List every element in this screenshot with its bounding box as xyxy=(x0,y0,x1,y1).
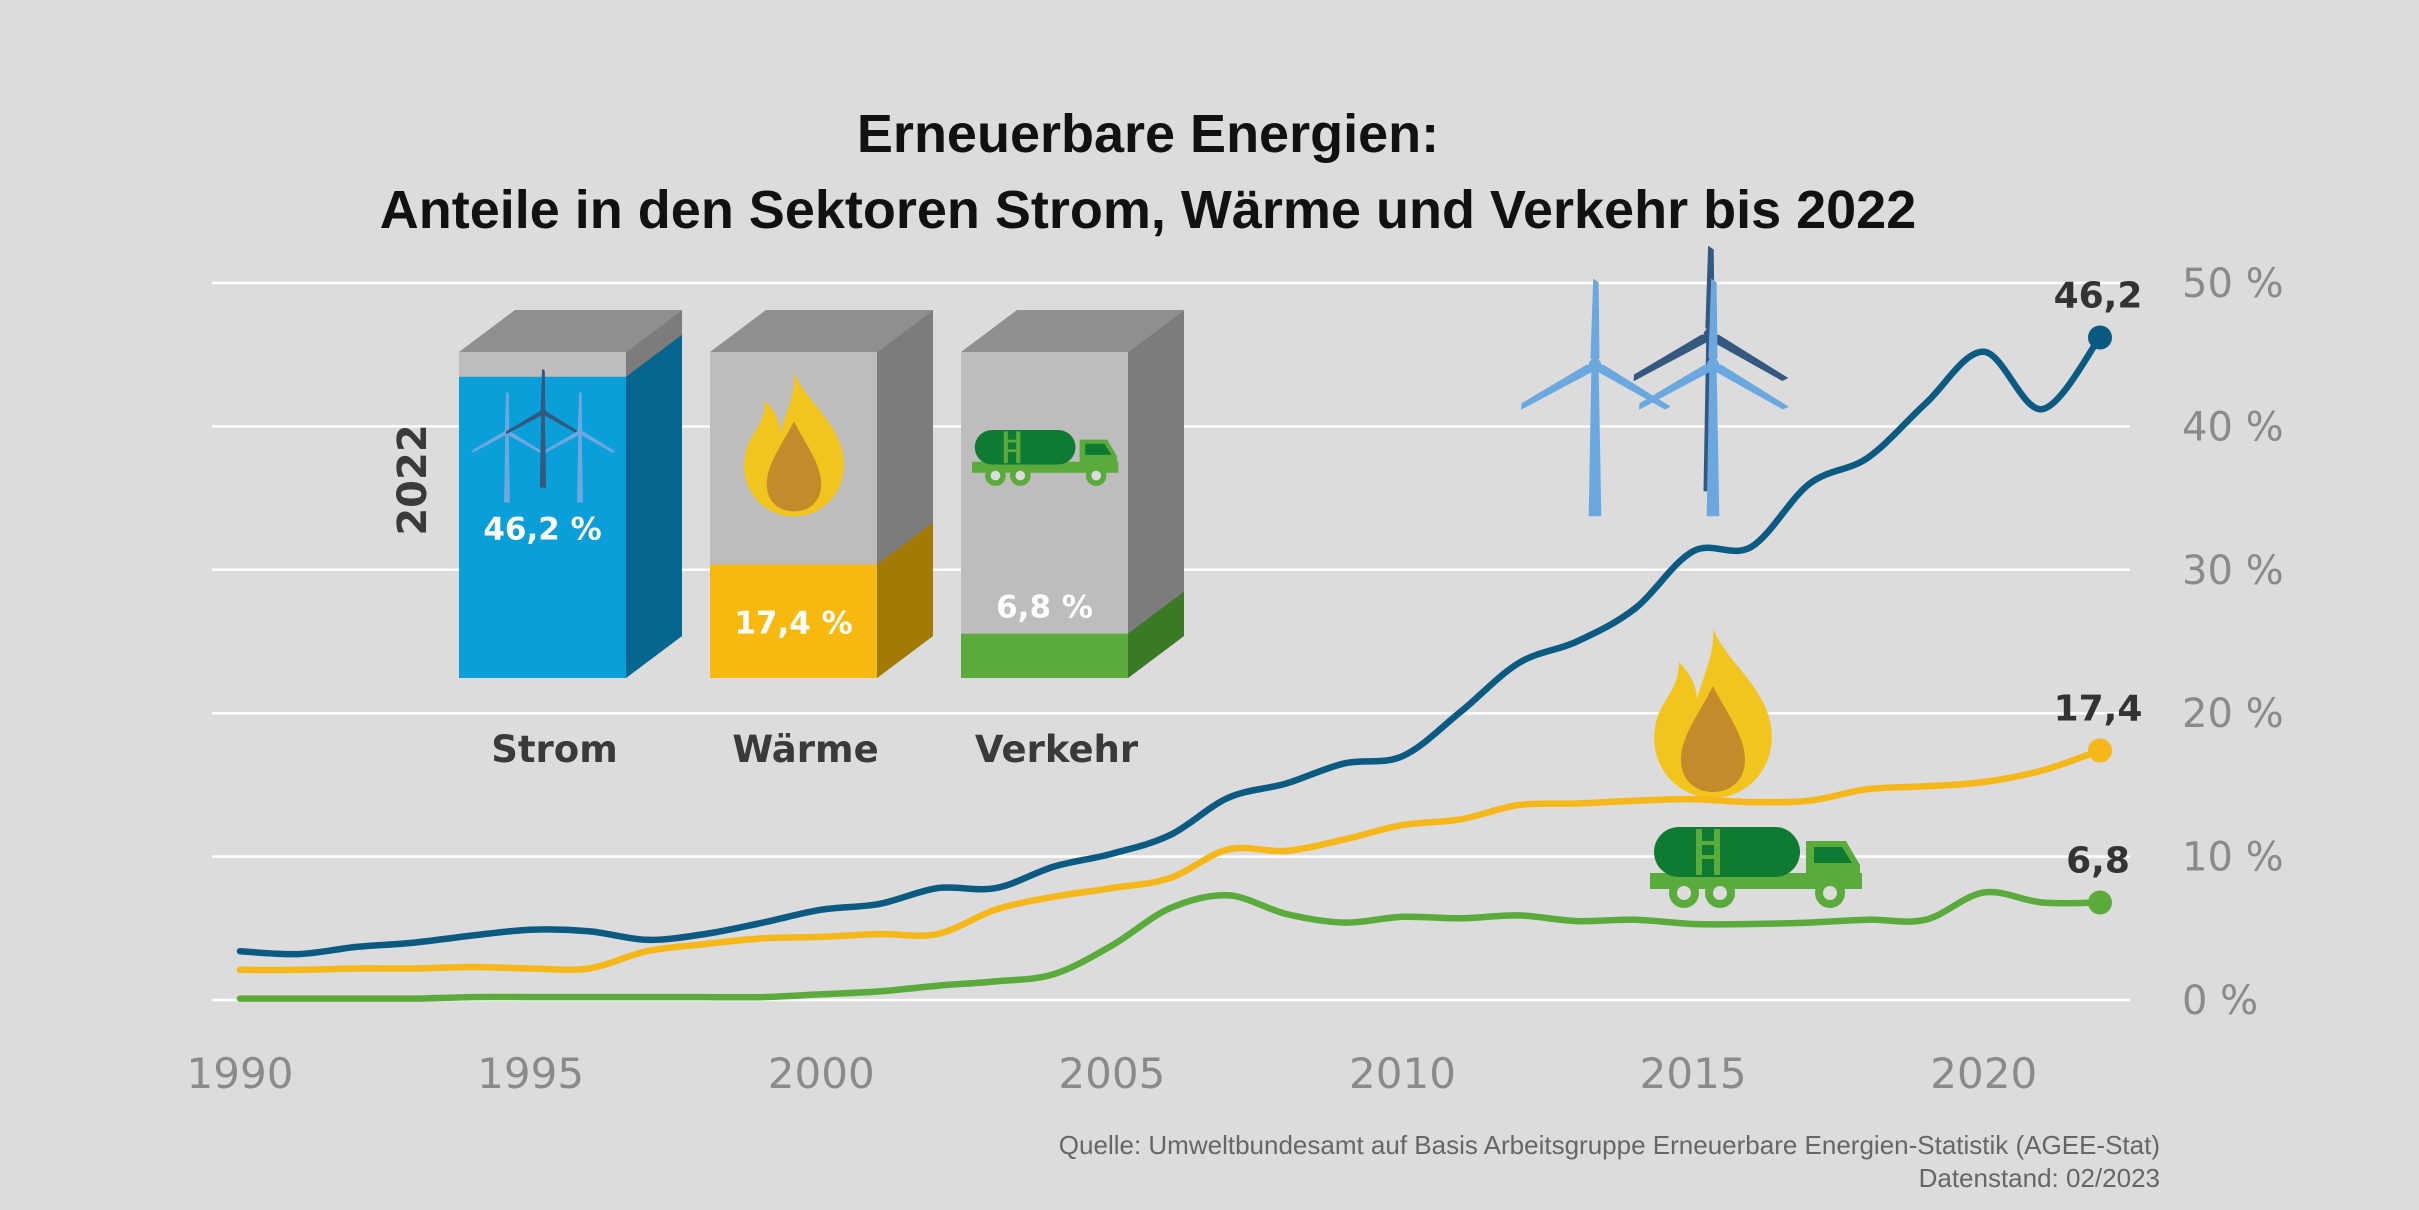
box-fill xyxy=(961,633,1128,678)
series-line-strom xyxy=(236,334,2104,958)
end-value-label: 46,2 xyxy=(2054,275,2143,316)
x-tick-label: 2020 xyxy=(1930,1049,2037,1098)
x-axis-ticks: 1990 1995 2000 2005 2010 2015 2020 xyxy=(187,1049,2038,1098)
end-point-strom xyxy=(2088,325,2112,350)
box-top xyxy=(961,310,1184,352)
end-value-label: 6,8 xyxy=(2066,840,2130,881)
series-end-points: 6,8 17,4 46,2 xyxy=(2054,275,2143,915)
y-tick-label: 50 % xyxy=(2182,261,2284,307)
y-axis-ticks: 0 % 10 % 20 % 30 % 40 % 50 % xyxy=(2182,261,2284,1024)
box-top xyxy=(459,310,682,352)
inset-2022-bars: 2022 46,2 % Strom 17,4 % Wärme 6,8 % Verkehr xyxy=(390,310,1184,771)
x-tick-label: 1995 xyxy=(477,1049,584,1098)
x-tick-label: 2000 xyxy=(768,1049,875,1098)
title-line-2: Anteile in den Sektoren Strom, Wärme und… xyxy=(380,180,1916,240)
series-line-wärme xyxy=(236,747,2104,974)
box-side xyxy=(1128,310,1184,678)
y-tick-label: 20 % xyxy=(2182,691,2284,737)
flame-icon xyxy=(1654,628,1772,798)
inset-bar-wärme: 17,4 % Wärme xyxy=(710,310,933,771)
source-note: Quelle: Umweltbundesamt auf Basis Arbeit… xyxy=(1059,1130,2160,1160)
inset-category-label: Strom xyxy=(491,728,618,771)
box-front xyxy=(961,352,1128,678)
end-point-verkehr xyxy=(2088,890,2112,915)
end-point-wärme xyxy=(2088,738,2112,763)
data-date-note: Datenstand: 02/2023 xyxy=(1919,1163,2160,1193)
tank-truck-icon xyxy=(1650,827,1862,908)
series-line-verkehr xyxy=(236,888,2104,1002)
inset-bar-verkehr: 6,8 % Verkehr xyxy=(961,310,1184,771)
box-side-fill xyxy=(626,334,682,678)
y-tick-label: 30 % xyxy=(2182,548,2284,594)
y-tick-label: 10 % xyxy=(2182,835,2284,881)
end-value-label: 17,4 xyxy=(2054,688,2143,729)
box-top xyxy=(710,310,933,352)
box-side-fill xyxy=(877,522,933,678)
inset-bar-strom: 46,2 % Strom xyxy=(459,310,682,771)
inset-value-label: 46,2 % xyxy=(483,511,601,547)
x-tick-label: 2010 xyxy=(1349,1049,1456,1098)
box-fill xyxy=(710,564,877,678)
series-lines xyxy=(236,334,2104,1002)
title-line-1: Erneuerbare Energien: xyxy=(857,104,1439,164)
wind-turbines-icon xyxy=(1517,245,1791,517)
x-tick-label: 2015 xyxy=(1640,1049,1747,1098)
inset-value-label: 6,8 % xyxy=(996,590,1093,626)
y-tick-label: 0 % xyxy=(2182,978,2258,1024)
y-tick-label: 40 % xyxy=(2182,404,2284,450)
inset-category-label: Verkehr xyxy=(975,728,1139,771)
inset-category-label: Wärme xyxy=(732,728,878,771)
inset-value-label: 17,4 % xyxy=(734,605,852,641)
x-tick-label: 1990 xyxy=(187,1049,294,1098)
box-side-fill xyxy=(1128,591,1184,678)
inset-year-label: 2022 xyxy=(390,424,436,535)
x-tick-label: 2005 xyxy=(1058,1049,1165,1098)
